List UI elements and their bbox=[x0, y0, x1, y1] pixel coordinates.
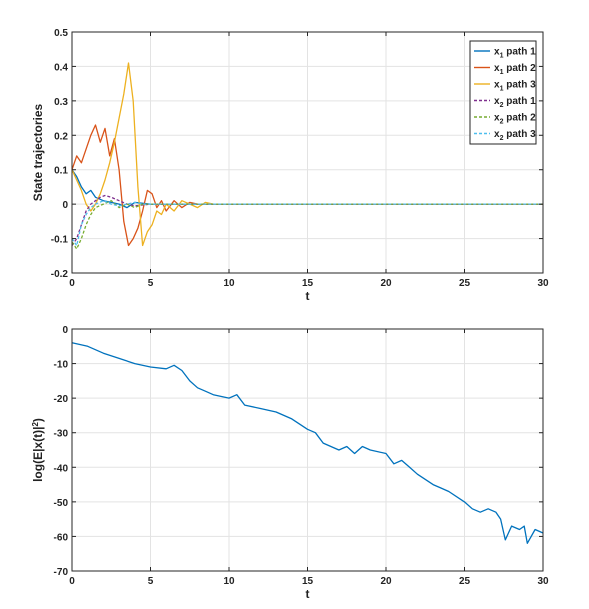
y-tick-label: 0.2 bbox=[54, 131, 68, 142]
y-tick-label: 0.5 bbox=[54, 28, 68, 39]
y-tick-label: -0.1 bbox=[51, 235, 69, 246]
x-tick-label: 20 bbox=[380, 576, 392, 587]
x-tick-label: 10 bbox=[223, 576, 235, 587]
legend-label: x1 path 2 bbox=[494, 63, 536, 76]
legend-label: x1 path 1 bbox=[494, 47, 536, 60]
series-line bbox=[71, 342, 544, 544]
x-tick-label: 0 bbox=[69, 278, 75, 289]
x-tick-label: 25 bbox=[459, 278, 471, 289]
x-tick-label: 5 bbox=[148, 576, 154, 587]
y-tick-label: 0.1 bbox=[54, 166, 68, 177]
y-tick-label: -60 bbox=[54, 532, 69, 543]
x-tick-label: 0 bbox=[69, 576, 75, 587]
y-axis-label: State trajectories bbox=[31, 103, 45, 201]
y-tick-label: 0.3 bbox=[54, 97, 68, 108]
legend: x1 path 1 x1 path 2 x1 path 3 x2 path 1 x2 p… bbox=[469, 40, 537, 145]
legend-box bbox=[469, 40, 537, 145]
x-tick-label: 20 bbox=[380, 278, 392, 289]
y-tick-label: -0.2 bbox=[51, 269, 69, 280]
top-panel-state-trajectories: 0 5 10 15 20 25 30 -0.2 -0.1 0 0.1 0.2 0.3 0.4 0.5 t Sta… bbox=[31, 28, 549, 303]
y-tick-label: 0 bbox=[62, 200, 68, 211]
y-tick-label: -30 bbox=[54, 429, 69, 440]
legend-label: x2 path 1 bbox=[494, 96, 536, 109]
y-tick-label: -10 bbox=[54, 360, 69, 371]
series-line bbox=[71, 200, 543, 247]
series-line bbox=[71, 194, 543, 246]
x-tick-label: 25 bbox=[459, 576, 471, 587]
y-tick-label: -50 bbox=[54, 498, 69, 509]
x-axis-label: t bbox=[306, 289, 310, 303]
x-tick-label: 5 bbox=[148, 278, 154, 289]
series-line bbox=[71, 62, 543, 247]
y-tick-label: -70 bbox=[54, 567, 69, 578]
x-tick-label: 10 bbox=[223, 278, 235, 289]
y-axis-label: log(E|x(t)|2) bbox=[31, 418, 45, 482]
series-line bbox=[71, 124, 543, 247]
y-tick-label: -20 bbox=[54, 394, 69, 405]
x-tick-label: 15 bbox=[302, 576, 314, 587]
series-line bbox=[71, 200, 543, 250]
x-tick-label: 15 bbox=[302, 278, 314, 289]
bottom-panel-log-expectation: 0 5 10 15 20 25 30 -70 -60 -50 -40 -30 -20 -10 0 t log(E… bbox=[31, 325, 549, 601]
x-tick-label: 30 bbox=[537, 576, 549, 587]
legend-label: x2 path 3 bbox=[494, 129, 536, 142]
x-tick-label: 30 bbox=[537, 278, 549, 289]
legend-label: x2 path 2 bbox=[494, 113, 536, 126]
x-axis-label: t bbox=[306, 587, 310, 601]
y-tick-label: -40 bbox=[54, 463, 69, 474]
y-tick-label: 0 bbox=[62, 325, 68, 336]
legend-label: x1 path 3 bbox=[494, 80, 536, 93]
y-tick-label: 0.4 bbox=[54, 62, 68, 73]
